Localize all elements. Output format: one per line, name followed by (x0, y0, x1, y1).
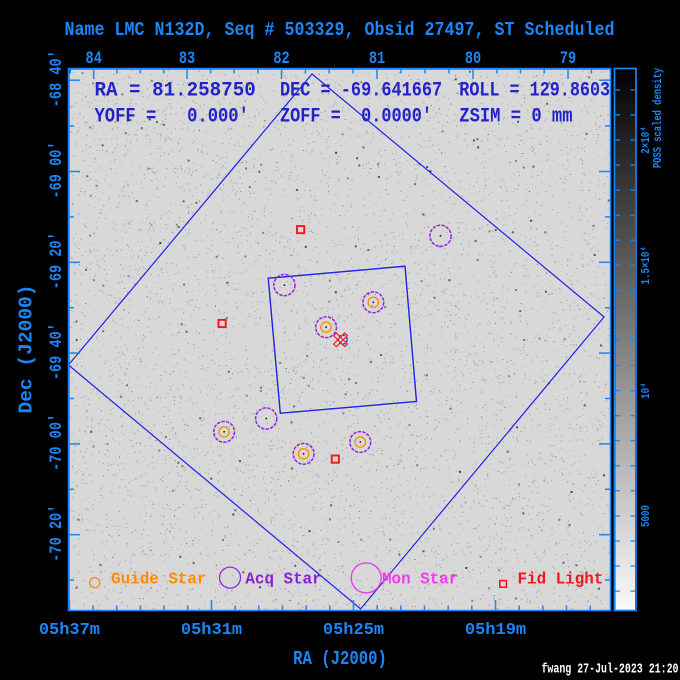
svg-text:10⁴: 10⁴ (640, 382, 654, 398)
svg-text:DEC = -69.641667: DEC = -69.641667 (280, 79, 442, 102)
svg-text:2×10⁴: 2×10⁴ (640, 126, 654, 153)
svg-text:5000: 5000 (640, 505, 654, 527)
svg-text:79: 79 (560, 48, 576, 68)
svg-text:80: 80 (465, 48, 481, 68)
svg-text:-69 00': -69 00' (46, 141, 66, 198)
svg-text:-69 20': -69 20' (46, 232, 66, 289)
svg-text:-70 00': -70 00' (46, 414, 66, 471)
svg-text:POSS scaled density: POSS scaled density (652, 67, 666, 168)
svg-text:05h19m: 05h19m (465, 621, 526, 640)
svg-text:1.5×10⁴: 1.5×10⁴ (640, 246, 654, 284)
svg-text:83: 83 (179, 48, 195, 68)
svg-text:-68 40': -68 40' (46, 50, 66, 107)
svg-text:Dec (J2000): Dec (J2000) (16, 284, 38, 413)
svg-text:Acq Star: Acq Star (245, 570, 321, 588)
svg-text:Mon Star: Mon Star (382, 570, 458, 588)
svg-text:YOFF = 0.000': YOFF = 0.000' (95, 104, 249, 128)
svg-text:fwang 27-Jul-2023 21:20: fwang 27-Jul-2023 21:20 (541, 661, 678, 677)
svg-text:ROLL = 129.8603: ROLL = 129.8603 (459, 79, 610, 102)
svg-text:05h31m: 05h31m (181, 621, 242, 640)
svg-text:RA (J2000): RA (J2000) (293, 650, 387, 671)
svg-text:ZOFF = 0.0000': ZOFF = 0.0000' (280, 105, 432, 128)
svg-text:RA = 81.258750: RA = 81.258750 (95, 79, 256, 101)
svg-text:Name LMC N132D, Seq # 503329,: Name LMC N132D, Seq # 503329, Obsid 2749… (65, 20, 615, 41)
svg-text:05h25m: 05h25m (323, 621, 384, 640)
svg-text:81: 81 (369, 48, 385, 68)
svg-text:Guide Star: Guide Star (111, 570, 206, 588)
svg-text:82: 82 (273, 48, 289, 68)
svg-text:-70 20': -70 20' (46, 505, 66, 562)
svg-text:Fid Light: Fid Light (518, 570, 604, 588)
svg-text:-69 40': -69 40' (46, 323, 66, 380)
svg-text:05h37m: 05h37m (39, 621, 100, 640)
svg-text:84: 84 (86, 48, 103, 68)
svg-text:ZSIM = 0 mm: ZSIM = 0 mm (459, 104, 572, 128)
